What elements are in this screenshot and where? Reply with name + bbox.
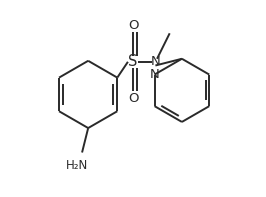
Text: N: N	[151, 55, 160, 68]
Text: N: N	[150, 68, 159, 81]
Text: O: O	[128, 19, 138, 32]
Text: H₂N: H₂N	[66, 159, 88, 172]
Text: O: O	[128, 92, 138, 105]
Text: S: S	[128, 54, 138, 69]
